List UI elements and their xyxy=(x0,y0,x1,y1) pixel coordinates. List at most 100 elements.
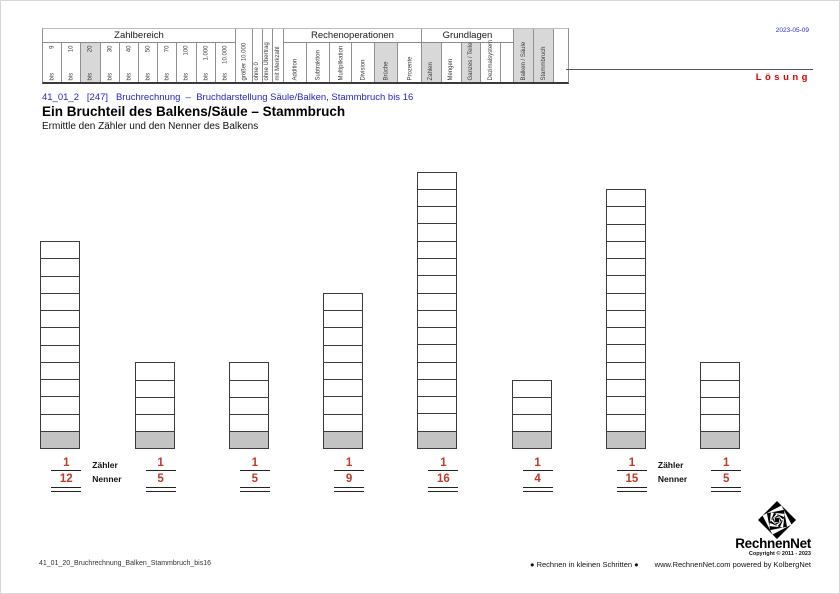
fraction-line xyxy=(239,470,270,471)
column-label: Brüche xyxy=(383,60,390,80)
bar-cell xyxy=(418,292,457,310)
column-label: 100 xyxy=(183,45,190,56)
column-label: bis xyxy=(106,72,113,80)
fraction-denominator: 5 xyxy=(251,473,258,485)
column-label: Addition xyxy=(291,58,298,80)
fraction-line xyxy=(428,470,459,471)
fraction-numerator: 1 xyxy=(440,457,447,469)
bar-cell xyxy=(324,294,363,311)
bar-cell xyxy=(418,188,457,207)
bar-cell xyxy=(606,396,645,414)
table-column: bis 100 xyxy=(177,43,197,82)
table-column: bis 10 xyxy=(62,43,82,82)
fraction: 1 12 xyxy=(51,457,82,492)
copyright-label: Copyright © 2011 - 2023 xyxy=(748,551,811,557)
fraction-bar-column xyxy=(511,379,552,449)
fraction-result-underline xyxy=(616,487,647,492)
table-segment: Balken / Säule Stammbruch xyxy=(513,29,568,82)
fraction-denominator: 12 xyxy=(59,473,73,485)
bar-cell xyxy=(701,396,740,414)
table-segment: Zahlbereich bis 9 bis 10 bis 20 bis 30 bis 40 bis 50… xyxy=(43,29,235,82)
fraction-denominator: 9 xyxy=(345,473,353,485)
bar-cell xyxy=(324,361,363,380)
page-title: Ein Bruchteil des Balkens/Säule – Stammb… xyxy=(42,104,346,119)
column-label: ohne Übertrag xyxy=(264,41,271,80)
fraction-denominator: 4 xyxy=(534,473,541,485)
column-label: größer 10.000 xyxy=(240,42,247,80)
bar-cell xyxy=(606,309,645,328)
column-label: Subtraktion xyxy=(314,49,321,80)
footer-file-name: 41_01_20_Bruchrechnung_Balken_Stammbruch… xyxy=(39,560,212,567)
bar-cell xyxy=(701,363,740,380)
table-column: Ganzes / Teile xyxy=(461,42,482,82)
table-column: Subtraktion xyxy=(307,43,330,82)
bar-cell xyxy=(512,413,551,431)
fraction-bar-column xyxy=(323,293,364,449)
bar-cell xyxy=(606,258,645,276)
table-column: Division xyxy=(352,43,376,82)
bar-cell xyxy=(41,310,80,328)
classification-table: Zahlbereich bis 9 bis 10 bis 20 bis 30 bis 40 bis 50… xyxy=(42,28,569,84)
column-label: Balken / Säule xyxy=(520,41,527,80)
fraction-bar-column xyxy=(40,241,81,449)
bar-cell xyxy=(418,258,457,276)
fraction-bar-column xyxy=(134,362,175,449)
bar-cell xyxy=(606,223,645,241)
column-label: 9 xyxy=(49,45,56,49)
bar-cell xyxy=(418,240,457,259)
bar-cell xyxy=(135,363,174,380)
fraction-numerator: 1 xyxy=(251,457,258,469)
bar-cell xyxy=(606,379,645,397)
column-label: mit Merkzahl xyxy=(274,45,281,80)
table-column: bis 1.000 xyxy=(197,43,216,82)
column-label: 20 xyxy=(87,45,94,52)
solution-label: Lösung xyxy=(755,72,811,83)
bar-cell-shaded xyxy=(701,430,740,449)
table-column: bis 70 xyxy=(158,43,178,82)
table-column xyxy=(501,43,513,82)
column-label: 40 xyxy=(125,45,132,52)
bar-cell xyxy=(418,327,457,345)
column-label: 10 xyxy=(68,45,75,52)
bar-cell xyxy=(606,206,645,224)
bar-cell xyxy=(41,361,80,379)
bar-cell xyxy=(606,327,645,345)
bar-cell xyxy=(324,396,363,414)
bar-cell xyxy=(418,223,457,241)
column-label: Zahlen xyxy=(428,61,435,80)
date-label: 2023-05-09 xyxy=(775,27,809,34)
fraction: 1 16 xyxy=(428,457,459,492)
bar-cell xyxy=(701,379,740,397)
fraction-result-underline xyxy=(334,487,365,492)
column-label: Mengen xyxy=(448,58,455,80)
bar-cell xyxy=(418,361,457,379)
column-label: bis xyxy=(222,72,229,80)
column-label: Stammbruch xyxy=(540,45,547,80)
column-label: bis xyxy=(49,72,56,80)
bar-cell-shaded xyxy=(418,430,457,448)
column-label: Multiplikation xyxy=(337,45,344,80)
table-column: Balken / Säule xyxy=(514,29,535,82)
fraction-line xyxy=(334,470,365,471)
brand-name: RechnenNet xyxy=(735,536,811,551)
fraction-line xyxy=(51,470,82,471)
bar-cell xyxy=(135,379,174,397)
bar-cell xyxy=(135,413,174,431)
column-label: bis xyxy=(87,72,94,80)
bar-cell xyxy=(324,344,363,362)
bar-cell xyxy=(41,344,80,362)
column-label: 1.000 xyxy=(202,45,209,61)
column-label: bis xyxy=(125,72,132,80)
fraction-bar-column xyxy=(417,171,458,449)
column-label: ohne 0 xyxy=(254,61,261,80)
table-column: ohne 0 xyxy=(253,29,263,82)
bar-cell xyxy=(701,413,740,431)
bar-cell xyxy=(418,413,457,431)
fraction-numerator: 1 xyxy=(534,457,541,469)
table-column: Dezimalsystem xyxy=(481,39,502,82)
table-group-header: Zahlbereich xyxy=(43,29,235,43)
bar-cell-shaded xyxy=(512,430,551,448)
